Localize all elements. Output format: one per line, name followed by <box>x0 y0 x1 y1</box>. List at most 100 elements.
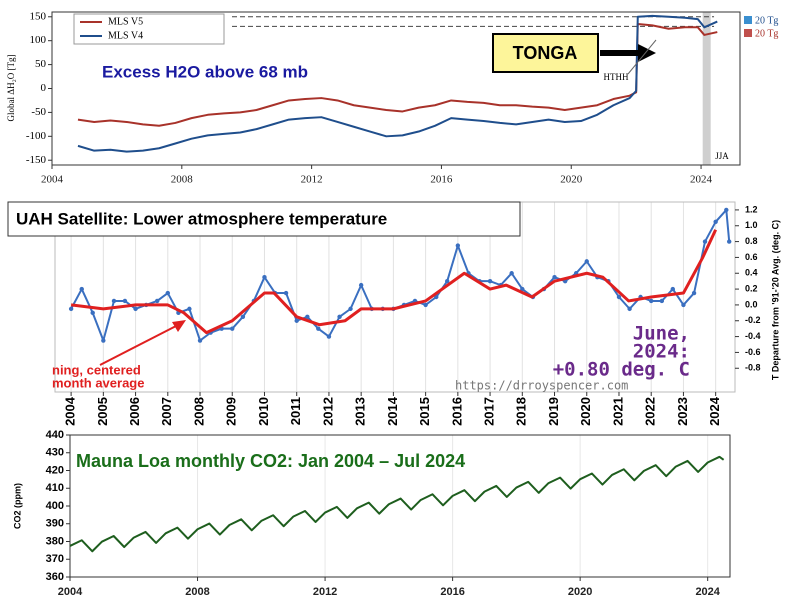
y-tick-label: -0.4 <box>745 331 761 341</box>
x-tick-label: 2011 <box>288 397 303 425</box>
data-point <box>348 306 353 312</box>
data-point <box>68 306 74 312</box>
annotation: June, <box>633 323 690 345</box>
y-axis-label: Global ΔH₂O [Tg] <box>6 55 16 122</box>
y-tick-label: -100 <box>26 130 47 142</box>
legend-label: MLS V5 <box>108 16 143 27</box>
x-tick-label: 2018 <box>514 397 529 426</box>
x-tick-label: 2004 <box>41 174 64 186</box>
data-point <box>197 338 203 343</box>
legend-box <box>73 13 225 45</box>
y-tick-label: -0.8 <box>745 363 761 373</box>
y-tick-label: 0.2 <box>745 283 758 293</box>
y-tick-label: 390 <box>46 518 64 530</box>
x-tick-label: 2012 <box>313 586 337 598</box>
annotation: 20 Tg <box>755 28 778 39</box>
data-point <box>670 286 676 292</box>
x-tick-label: 2013 <box>353 397 368 426</box>
data-point <box>283 290 289 296</box>
data-point <box>337 314 342 319</box>
scale-swatch <box>744 29 752 37</box>
x-tick-label: 2017 <box>482 397 497 426</box>
data-line <box>70 229 718 335</box>
x-tick-label: 2007 <box>159 397 174 426</box>
x-tick-label: 2020 <box>560 174 583 186</box>
data-point <box>584 259 589 264</box>
data-point <box>154 298 160 304</box>
x-tick-label: 2012 <box>301 174 323 186</box>
x-tick-label: 2006 <box>127 397 142 426</box>
y-tick-label: 370 <box>46 553 64 565</box>
annotation: JJA <box>715 151 729 161</box>
y-tick-label: 50 <box>35 58 47 70</box>
y-tick-label: 400 <box>46 500 64 512</box>
x-tick-label: 2005 <box>95 397 110 426</box>
annotation: month average <box>52 375 144 390</box>
title-box <box>7 201 521 237</box>
y-tick-label: -150 <box>26 154 47 166</box>
y-tick-label: 1.2 <box>745 204 758 214</box>
x-tick-label: 2008 <box>191 397 206 426</box>
x-tick-label: 2004 <box>63 396 78 426</box>
y-tick-label: -50 <box>31 106 46 118</box>
x-tick-label: 2021 <box>610 397 625 426</box>
data-point <box>724 207 729 213</box>
x-tick-label: 2012 <box>320 397 335 426</box>
annotation: TONGA <box>513 43 578 63</box>
y-tick-label: 380 <box>46 535 64 547</box>
annotation: HTHH <box>604 72 629 82</box>
annotation: 20 Tg <box>755 15 778 26</box>
data-point <box>616 294 622 300</box>
data-point <box>487 278 493 284</box>
data-point <box>90 310 95 316</box>
x-tick-label: 2022 <box>643 397 658 426</box>
data-point <box>133 306 138 312</box>
annotation: https://drroyspencer.com <box>455 379 628 393</box>
data-point <box>187 306 192 312</box>
data-point <box>509 271 514 276</box>
scale-swatch <box>744 16 752 24</box>
data-line <box>69 455 725 553</box>
data-point <box>294 318 299 323</box>
data-point <box>520 286 525 292</box>
x-tick-label: 2008 <box>171 174 194 186</box>
data-point <box>165 290 170 296</box>
data-point <box>659 298 665 304</box>
y-tick-label: 420 <box>46 464 64 476</box>
data-point <box>240 314 246 319</box>
y-axis-label: T Departure from '91-'20 Avg. (deg. C) <box>770 220 780 380</box>
y-axis-label: CO2 (ppm) <box>12 483 22 529</box>
data-point <box>111 298 117 304</box>
x-tick-label: 2016 <box>449 397 464 426</box>
x-tick-label: 2024 <box>695 586 720 598</box>
chart-title: Mauna Loa monthly CO2: Jan 2004 – Jul 20… <box>76 451 465 471</box>
x-tick-label: 2016 <box>430 174 453 186</box>
y-tick-label: 0.6 <box>745 252 758 262</box>
x-tick-label: 2020 <box>578 397 593 426</box>
x-tick-label: 2019 <box>546 397 561 426</box>
x-tick-label: 2024 <box>707 396 722 426</box>
x-tick-label: 2014 <box>385 396 400 426</box>
data-point <box>262 275 267 280</box>
y-tick-label: -0.6 <box>745 347 761 357</box>
x-tick-label: 2008 <box>185 586 209 598</box>
data-point <box>627 306 632 312</box>
data-point <box>230 326 235 331</box>
legend-label: MLS V4 <box>108 30 143 41</box>
arrow-shaft <box>99 324 179 366</box>
data-line <box>77 14 718 153</box>
data-point <box>326 334 332 339</box>
data-point <box>726 239 732 244</box>
y-tick-label: 360 <box>46 571 64 583</box>
jja-band <box>702 12 711 165</box>
y-tick-label: 150 <box>30 10 47 22</box>
data-point <box>445 278 450 284</box>
y-tick-label: 430 <box>46 447 64 459</box>
chart-title: Excess H2O above 68 mb <box>102 62 308 81</box>
data-point <box>681 302 686 308</box>
x-tick-label: 2016 <box>440 586 464 598</box>
data-point <box>713 219 718 224</box>
y-tick-label: 0.8 <box>745 236 758 246</box>
